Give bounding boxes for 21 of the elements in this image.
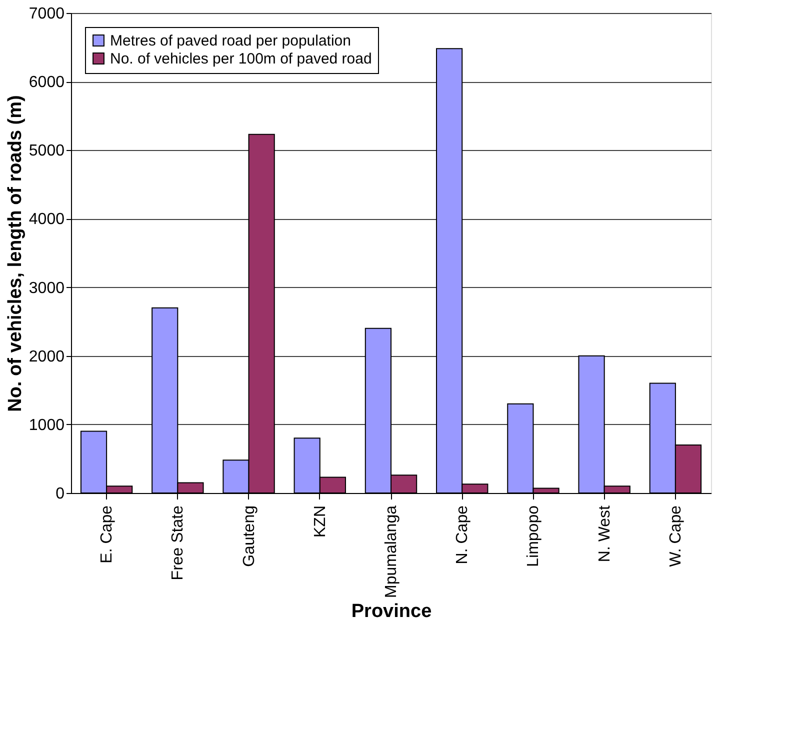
x-tick-label: Free State (170, 505, 187, 580)
x-tick-label: N. Cape (454, 505, 472, 564)
x-tick-label: E. Cape (98, 505, 116, 564)
x-axis-title: Province (351, 601, 432, 622)
y-tick-label: 4000 (28, 211, 65, 228)
x-tick-label: Gauteng (240, 506, 258, 567)
y-tick-label: 0 (56, 486, 65, 502)
legend-label: Metres of paved road per population (110, 32, 351, 50)
x-tick-label: N. West (596, 504, 614, 562)
legend-label: No. of vehicles per 100m of paved road (110, 50, 372, 68)
x-tick-label: W. Cape (667, 505, 684, 567)
y-tick-label: 7000 (28, 6, 65, 22)
y-tick-label: 5000 (28, 142, 65, 160)
x-tick-label: Limpopo (525, 505, 542, 567)
y-tick-label: 1000 (28, 416, 65, 434)
y-tick-label: 3000 (28, 280, 65, 297)
x-tick-label: KZN (312, 506, 329, 538)
y-tick-label: 6000 (28, 74, 65, 92)
x-tick-label: Mpumalanga (383, 505, 400, 598)
y-tick-label: 2000 (28, 348, 65, 366)
y-axis-title: No. of vehicles, length of roads (m) (4, 95, 26, 412)
